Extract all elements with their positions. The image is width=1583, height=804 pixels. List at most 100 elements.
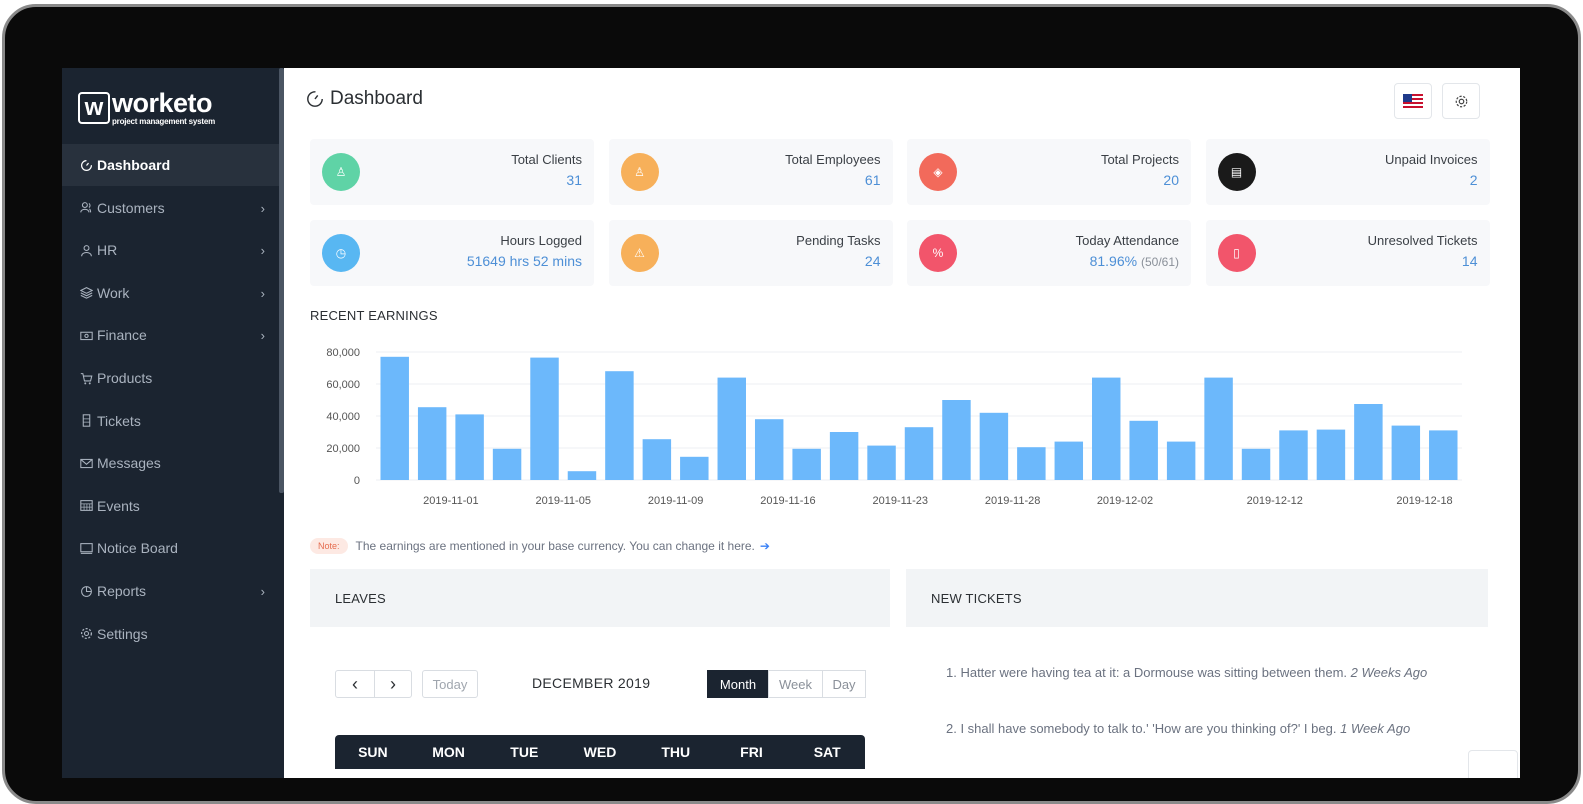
earnings-bar[interactable] <box>1017 447 1046 480</box>
sidebar-item-reports[interactable]: Reports › <box>62 570 279 612</box>
ticket-icon: ▯ <box>1217 234 1256 272</box>
calendar-view-week-button[interactable]: Week <box>768 670 823 698</box>
earnings-bar[interactable] <box>492 448 522 480</box>
x-tick-label: 2019-12-02 <box>1097 495 1153 507</box>
sidebar-item-products[interactable]: Products <box>62 357 279 399</box>
logo-mark: w <box>78 92 110 124</box>
calendar-weekday-header: SUN MON TUE WED THU FRI SAT <box>335 735 865 769</box>
stat-value: 31 <box>566 172 582 188</box>
brand-logo[interactable]: w worketo project management system <box>78 88 268 130</box>
sidebar-item-label: Messages <box>97 455 161 472</box>
weekday-label: MON <box>432 744 465 760</box>
sidebar-item-settings[interactable]: Settings <box>62 613 279 655</box>
calendar-next-button[interactable]: › <box>374 670 412 698</box>
ticket-time: 1 Week Ago <box>1340 721 1411 736</box>
x-tick-label: 2019-11-01 <box>423 495 478 507</box>
earnings-bar[interactable] <box>455 414 484 480</box>
earnings-bar[interactable] <box>567 471 597 480</box>
earnings-bar[interactable] <box>717 377 746 480</box>
gear-icon <box>78 626 94 642</box>
earnings-bar[interactable] <box>1279 430 1308 480</box>
ticket-item[interactable]: 1. Hatter were having tea at it: a Dormo… <box>946 664 1441 682</box>
stat-card-hours-logged[interactable]: ◷ Hours Logged 51649 hrs 52 mins <box>310 220 594 286</box>
weekday-label: FRI <box>740 744 763 760</box>
stat-value: 24 <box>865 253 881 269</box>
settings-button[interactable] <box>1442 83 1480 119</box>
note-text: The earnings are mentioned in your base … <box>355 539 755 553</box>
sidebar-item-dashboard[interactable]: Dashboard <box>62 144 279 186</box>
earnings-title: RECENT EARNINGS <box>310 308 438 323</box>
calendar-today-button[interactable]: Today <box>422 670 478 698</box>
earnings-bar[interactable] <box>642 439 672 480</box>
earnings-bar[interactable] <box>1316 429 1346 480</box>
sidebar-item-label: Reports <box>97 583 147 599</box>
sidebar-item-messages[interactable]: Messages <box>62 442 279 484</box>
earnings-bar[interactable] <box>605 371 634 480</box>
earnings-bar[interactable] <box>829 432 859 480</box>
weekday-label: WED <box>583 744 617 760</box>
stat-card-unresolved-tickets[interactable]: ▯ Unresolved Tickets 14 <box>1205 220 1490 286</box>
earnings-bar[interactable] <box>1241 448 1271 480</box>
earnings-bar[interactable] <box>1354 404 1383 480</box>
sidebar-item-events[interactable]: Events <box>62 485 279 527</box>
earnings-bar[interactable] <box>1429 430 1458 480</box>
stat-value: 51649 hrs 52 mins <box>467 253 582 269</box>
earnings-bar[interactable] <box>942 400 971 480</box>
ticket-item[interactable]: 2. I shall have somebody to talk to.' 'H… <box>946 720 1441 738</box>
calendar-prev-button[interactable]: ‹ <box>335 670 375 698</box>
earnings-bar[interactable] <box>1129 420 1158 480</box>
calendar-view-day-button[interactable]: Day <box>822 670 866 698</box>
earnings-bar[interactable] <box>867 445 896 480</box>
earnings-bar[interactable] <box>1204 377 1233 480</box>
sidebar-item-work[interactable]: Work › <box>62 272 279 314</box>
leaves-title: LEAVES <box>335 590 386 606</box>
earnings-bar[interactable] <box>792 448 821 480</box>
sidebar-item-tickets[interactable]: Tickets <box>62 400 279 442</box>
earnings-bar[interactable] <box>680 456 709 480</box>
stat-value: 81.96% (50/61) <box>1090 253 1179 269</box>
weekday-label: TUE <box>510 744 539 760</box>
stat-label: Today Attendance <box>1075 233 1179 248</box>
earnings-bar[interactable] <box>979 412 1009 480</box>
sidebar-scrollbar[interactable] <box>279 68 284 493</box>
sidebar-item-customers[interactable]: Customers › <box>62 187 279 229</box>
earnings-chart: 0 20,000 40,000 60,000 80,000 2019-11-01 2019-… <box>326 347 1462 507</box>
leaves-panel-header: LEAVES <box>310 569 890 627</box>
earnings-bar[interactable] <box>1054 441 1084 480</box>
earnings-bar[interactable] <box>1092 377 1121 480</box>
weekday-label: SUN <box>358 744 388 760</box>
sidebar-item-finance[interactable]: Finance › <box>62 314 279 356</box>
stat-value-text: 14 <box>1461 253 1478 269</box>
calendar-icon <box>78 498 94 514</box>
stat-card-total-employees[interactable]: ♙ Total Employees 61 <box>608 139 893 205</box>
stat-card-pending-tasks[interactable]: ⚠ Pending Tasks 24 <box>608 220 893 286</box>
arrow-right-icon[interactable]: ➔ <box>759 539 770 553</box>
stat-value-text: 24 <box>864 253 881 269</box>
stat-value-text: 2 <box>1469 172 1478 188</box>
earnings-bar[interactable] <box>530 357 559 480</box>
stat-card-total-projects[interactable]: ◈ Total Projects 20 <box>907 139 1191 205</box>
stat-label: Pending Tasks <box>796 233 881 248</box>
user-icon: ♙ <box>322 153 360 191</box>
earnings-bar[interactable] <box>904 427 934 480</box>
stat-card-total-clients[interactable]: ♙ Total Clients 31 <box>310 139 594 205</box>
earnings-bar[interactable] <box>1391 425 1421 480</box>
sidebar-item-notice-board[interactable]: Notice Board <box>62 527 279 569</box>
floating-button[interactable] <box>1468 750 1518 778</box>
stat-label: Unresolved Tickets <box>1367 233 1478 248</box>
sidebar-item-hr[interactable]: HR › <box>62 229 279 271</box>
ticket-icon <box>78 413 94 429</box>
earnings-bar[interactable] <box>417 407 447 480</box>
earnings-bar[interactable] <box>380 356 409 480</box>
chevron-right-icon: › <box>390 673 396 694</box>
stat-card-today-attendance[interactable]: % Today Attendance 81.96% (50/61) <box>907 220 1191 286</box>
stat-card-unpaid-invoices[interactable]: ▤ Unpaid Invoices 2 <box>1205 139 1490 205</box>
earnings-bar[interactable] <box>1166 441 1196 480</box>
earnings-bar[interactable] <box>754 419 784 480</box>
sidebar-item-label: Customers <box>97 199 165 216</box>
language-flag-button[interactable] <box>1394 83 1432 119</box>
calendar-view-month-button[interactable]: Month <box>707 670 769 698</box>
stat-value-text: 31 <box>566 172 582 188</box>
stat-label: Total Employees <box>785 152 881 167</box>
dashboard-icon <box>307 91 323 107</box>
